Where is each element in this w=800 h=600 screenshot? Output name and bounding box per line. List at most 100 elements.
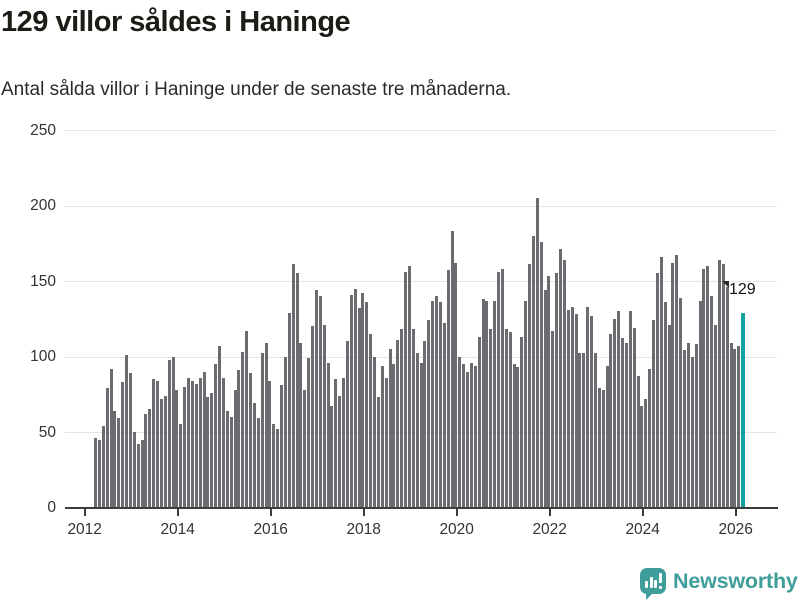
bar xyxy=(686,342,690,508)
bar xyxy=(671,262,675,508)
last-value-label: 129 xyxy=(729,281,756,298)
bar xyxy=(303,389,307,508)
bar xyxy=(338,395,342,508)
bar xyxy=(148,409,152,508)
bar xyxy=(175,389,179,508)
bar xyxy=(221,377,225,508)
bar xyxy=(559,249,562,508)
bar xyxy=(94,438,97,508)
bar xyxy=(326,362,330,508)
bar xyxy=(543,290,547,508)
bar xyxy=(469,362,473,508)
bar xyxy=(458,356,462,508)
bar xyxy=(570,306,574,508)
bar xyxy=(318,296,322,508)
bar xyxy=(419,362,423,508)
annotation-pointer-icon xyxy=(722,281,729,288)
bar xyxy=(710,296,714,508)
bar xyxy=(214,364,218,508)
bar xyxy=(291,264,295,508)
bar xyxy=(179,424,183,508)
bar xyxy=(621,338,624,508)
bar xyxy=(528,264,531,508)
bar xyxy=(272,424,276,508)
bar xyxy=(241,351,245,508)
bar xyxy=(574,314,578,508)
bar xyxy=(698,300,702,508)
bar xyxy=(380,365,384,508)
bar xyxy=(431,300,435,508)
bar xyxy=(252,403,256,508)
bar xyxy=(105,388,109,508)
gridline xyxy=(65,356,777,358)
bar xyxy=(415,353,419,508)
bar xyxy=(330,406,334,508)
bar xyxy=(450,231,454,508)
bar xyxy=(586,306,590,508)
bar xyxy=(690,356,694,508)
bar xyxy=(206,397,210,508)
bar xyxy=(125,354,128,508)
page-title: 129 villor såldes i Haninge xyxy=(1,6,351,38)
bar xyxy=(640,406,644,508)
x-axis-tick-label: 2024 xyxy=(625,520,660,538)
bar xyxy=(508,332,512,508)
bar xyxy=(299,342,303,508)
bar xyxy=(562,259,566,508)
bar xyxy=(702,268,706,508)
x-axis-line xyxy=(65,506,778,509)
bar xyxy=(97,439,101,508)
bar xyxy=(632,327,636,508)
bar xyxy=(446,270,450,508)
bar xyxy=(349,294,353,508)
bar xyxy=(609,333,613,508)
gridline xyxy=(65,281,777,282)
bar xyxy=(423,341,427,508)
bar xyxy=(311,326,314,508)
highlighted-bar xyxy=(741,312,746,508)
bar xyxy=(411,329,415,508)
bar xyxy=(512,364,516,508)
bar xyxy=(590,315,593,508)
x-axis-tick-label: 2022 xyxy=(532,520,567,538)
bar xyxy=(714,324,717,508)
bar xyxy=(369,333,373,508)
bar xyxy=(140,439,144,508)
bar xyxy=(283,356,287,508)
bar xyxy=(156,380,159,508)
x-axis-tick-label: 2026 xyxy=(718,520,753,538)
bubble-tail-icon xyxy=(646,593,653,600)
bar xyxy=(462,364,466,508)
bar xyxy=(121,382,125,508)
bar xyxy=(322,324,326,508)
brand-wordmark: Newsworthy xyxy=(673,569,798,593)
bar xyxy=(555,273,559,508)
bar xyxy=(400,329,404,508)
bar xyxy=(659,256,663,508)
bar xyxy=(388,348,392,508)
bar xyxy=(566,309,570,508)
bar xyxy=(648,368,652,508)
bar xyxy=(384,377,388,508)
bar xyxy=(694,344,698,508)
bar xyxy=(295,273,299,508)
bar xyxy=(396,339,400,508)
bar xyxy=(547,276,551,508)
bar xyxy=(667,324,671,508)
bar xyxy=(163,395,167,508)
bar xyxy=(132,432,136,508)
bar xyxy=(497,271,500,508)
bar xyxy=(229,416,233,508)
x-axis-tick xyxy=(641,508,644,516)
bar xyxy=(655,273,659,508)
bar xyxy=(159,398,163,508)
bar xyxy=(202,371,206,508)
x-axis-tick-label: 2014 xyxy=(160,520,195,538)
bar xyxy=(725,287,729,508)
bar xyxy=(152,379,156,508)
bar xyxy=(113,410,117,508)
x-axis-tick-label: 2016 xyxy=(253,520,288,538)
bar xyxy=(194,383,198,508)
bar xyxy=(136,444,140,508)
bar xyxy=(357,308,361,508)
